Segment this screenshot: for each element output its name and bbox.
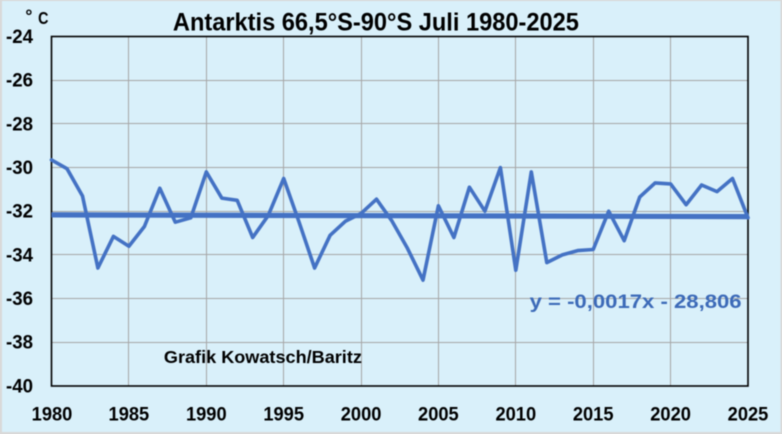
svg-text:1995: 1995: [263, 404, 304, 425]
svg-text:-38: -38: [6, 333, 33, 354]
svg-text:2000: 2000: [341, 404, 382, 425]
svg-text:Grafik Kowatsch/Baritz: Grafik Kowatsch/Baritz: [164, 347, 362, 367]
svg-text:-28: -28: [6, 114, 33, 135]
svg-text:1985: 1985: [109, 404, 150, 425]
svg-text:1980: 1980: [32, 404, 73, 425]
svg-text:-24: -24: [6, 27, 33, 48]
svg-text:-36: -36: [6, 289, 33, 310]
svg-text:2025: 2025: [728, 404, 769, 425]
svg-text:°: °: [25, 6, 32, 26]
svg-text:y = -0,0017x - 28,806: y = -0,0017x - 28,806: [530, 292, 742, 313]
svg-text:-34: -34: [6, 245, 33, 266]
svg-text:2020: 2020: [650, 404, 691, 425]
svg-text:1990: 1990: [186, 404, 227, 425]
svg-text:-30: -30: [6, 158, 33, 179]
svg-text:-40: -40: [6, 376, 33, 397]
svg-text:-32: -32: [6, 202, 33, 223]
svg-text:2010: 2010: [495, 404, 536, 425]
svg-text:2015: 2015: [573, 404, 614, 425]
svg-text:2005: 2005: [418, 404, 459, 425]
svg-text:C: C: [38, 8, 49, 28]
svg-text:Antarktis 66,5°S-90°S Juli 198: Antarktis 66,5°S-90°S Juli 1980-2025: [173, 9, 579, 37]
svg-text:-26: -26: [6, 71, 33, 92]
